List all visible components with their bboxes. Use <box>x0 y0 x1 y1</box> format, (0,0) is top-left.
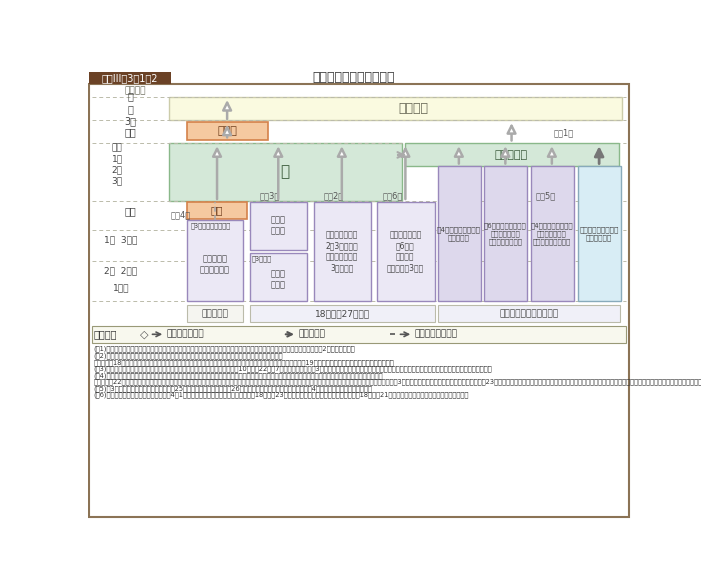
Text: 将
〜
3尉: 将 〜 3尉 <box>124 91 136 126</box>
Text: 自衛官の任用制度の概要: 自衛官の任用制度の概要 <box>313 71 395 84</box>
Text: 平成18年度まで「一般曹候補生」及び「曹候補士」の二つの制度を設けていたが、固別制度を一本化し、平成19年度から一般曹候補生として採用している。: 平成18年度まで「一般曹候補生」及び「曹候補士」の二つの制度を設けていたが、固別… <box>94 359 395 366</box>
Bar <box>92 326 626 343</box>
Bar <box>484 167 527 301</box>
Bar <box>438 305 620 322</box>
Text: 1士  3年生: 1士 3年生 <box>104 235 137 244</box>
Text: (注5)　3年制の看護学科については、平成25年度をもって廃了し、平成26年度より、防衛医科大学校医学教育部に4年制の看護学科が新設された。: (注5) 3年制の看護学科については、平成25年度をもって廃了し、平成26年度よ… <box>94 385 373 392</box>
Text: 中学校など: 中学校など <box>201 309 228 318</box>
Bar <box>169 97 622 121</box>
Text: 平成22年度の採用から、自衛官の身分ではなく、定員外の新たな身分である「生徒」に変更した。新たな生徒については、通信教育などにより生徒課程終了後（3年間）は、高: 平成22年度の採用から、自衛官の身分ではなく、定員外の新たな身分である「生徒」に… <box>94 378 701 385</box>
Text: （２士で採用・
2、3年を一般
曹候補生により
3年任期）: （２士で採用・ 2、3年を一般 曹候補生により 3年任期） <box>325 230 358 272</box>
Text: ：採用試験: ：採用試験 <box>299 330 325 339</box>
Text: （3月間）: （3月間） <box>252 256 272 263</box>
Text: 〈階級〉: 〈階級〉 <box>125 87 147 95</box>
Text: （4年・卒業後曹長）
防衛大学校: （4年・卒業後曹長） 防衛大学校 <box>437 226 481 241</box>
Text: （２士で採用・
約6年で
航空学生
（海・空・3尉）: （２士で採用・ 約6年で 航空学生 （海・空・3尉） <box>387 230 424 272</box>
Text: 【凡例】: 【凡例】 <box>93 329 116 339</box>
Bar <box>531 167 573 301</box>
Text: 高　等　学　校　な　ど: 高 等 学 校 な ど <box>499 309 558 318</box>
Text: （注3）: （注3） <box>259 191 280 200</box>
Bar <box>89 72 171 84</box>
Bar <box>405 143 618 167</box>
Text: （費費学生を含む）
一般大学など: （費費学生を含む） 一般大学など <box>580 226 619 241</box>
Text: （注2）: （注2） <box>323 191 343 200</box>
Bar <box>314 202 371 301</box>
Bar <box>187 305 243 322</box>
Text: （注6）: （注6） <box>383 191 403 200</box>
Text: 曹: 曹 <box>280 164 290 180</box>
Text: (注4)　陸上自衛隊高等工科学校については、将来陸上自衛隊において装備品を整備・運用するとともに、国際社会にも対応できる自衛官となる者を養成する。: (注4) 陸上自衛隊高等工科学校については、将来陸上自衛隊において装備品を整備・… <box>94 372 383 378</box>
Text: 2士  2年生: 2士 2年生 <box>104 266 137 275</box>
Text: (注1)　医科・歯科・薬剤幹部候補生については、医師・歯科医師・薬剤師国家試験に合格し、所定の教育課程を修了すれば、2尉に昇任する。: (注1) 医科・歯科・薬剤幹部候補生については、医師・歯科医師・薬剤師国家試験に… <box>94 346 355 353</box>
Text: (注6)　航空学生については、採用年度の4月1日において、海上自衛隊にあっては年齢18歳以上23歳未満の者、航空自衛隊にあっては年齢は18歳以上21歳未満の者を: (注6) 航空学生については、採用年度の4月1日において、海上自衛隊にあっては年… <box>94 392 469 398</box>
Text: ◇: ◇ <box>140 329 149 339</box>
Text: (注3)　自衛官候補生については、任期制自衛官の初期教育を充実させるため、10（平成22）年7月から、入隊当初の3か月間を非自衛官宿泊して、定員外の防衛省員とし: (注3) 自衛官候補生については、任期制自衛官の初期教育を充実させるため、10（… <box>94 366 492 372</box>
Text: （注4）: （注4） <box>170 211 191 219</box>
Text: 士長: 士長 <box>124 206 136 216</box>
Text: 自衛官
候補生: 自衛官 候補生 <box>271 270 286 290</box>
Text: ：試験又は選考: ：試験又は選考 <box>167 330 204 339</box>
Text: 幹　　部: 幹 部 <box>398 102 428 115</box>
Text: 任期制
自衛官: 任期制 自衛官 <box>271 216 286 236</box>
Bar <box>250 305 435 322</box>
Text: （注1）: （注1） <box>553 129 573 138</box>
Bar <box>250 202 307 250</box>
Bar <box>169 143 402 201</box>
Text: 士長: 士長 <box>211 205 224 215</box>
Text: （3年・卒業後士長）: （3年・卒業後士長） <box>191 223 231 229</box>
Text: 18歳以上27歳未満: 18歳以上27歳未満 <box>315 309 370 318</box>
Text: 幹部候補生: 幹部候補生 <box>495 150 528 160</box>
Text: 曹長
1曹
2曹
3曹: 曹長 1曹 2曹 3曹 <box>111 143 123 185</box>
Text: 1年生: 1年生 <box>113 283 129 292</box>
Text: （6年・卒業後曹長）
防衛医科大学校
医学教育部医学科: （6年・卒業後曹長） 防衛医科大学校 医学教育部医学科 <box>484 222 526 245</box>
Bar <box>578 167 621 301</box>
Text: 准　尉: 准 尉 <box>217 126 237 136</box>
Text: (注2)　一般曹候補生については、最初から定年制の「曹」に昇任する前提で採用された「士」のこと。: (注2) 一般曹候補生については、最初から定年制の「曹」に昇任する前提で採用され… <box>94 352 283 359</box>
Bar <box>187 221 243 301</box>
Bar <box>376 202 435 301</box>
Text: 図表III－3－1－2: 図表III－3－1－2 <box>102 73 158 83</box>
Bar <box>438 167 481 301</box>
Text: （4年・卒業後曹長）
防衛医科大学校
医学教育部看護学科: （4年・卒業後曹長） 防衛医科大学校 医学教育部看護学科 <box>531 222 573 245</box>
Text: ：課程修了後任命: ：課程修了後任命 <box>415 330 458 339</box>
Text: （注5）: （注5） <box>536 191 556 200</box>
Bar <box>250 253 307 301</box>
Text: 陸上自衛隊
高等工科学校: 陸上自衛隊 高等工科学校 <box>200 254 230 274</box>
Text: 准尉: 准尉 <box>124 127 136 137</box>
Bar <box>187 202 247 219</box>
Bar <box>187 122 268 140</box>
